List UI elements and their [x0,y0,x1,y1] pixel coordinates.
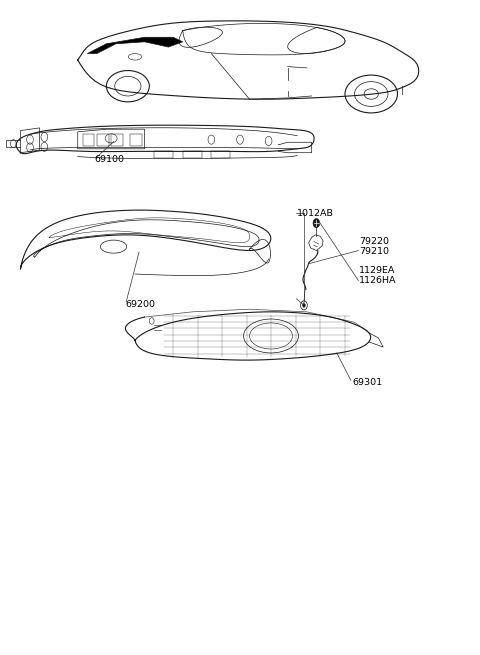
Text: 79220: 79220 [360,237,389,246]
Polygon shape [87,37,183,54]
Text: 1129EA: 1129EA [360,266,396,275]
Circle shape [302,303,305,307]
Text: 1126HA: 1126HA [360,276,397,285]
Text: 69301: 69301 [352,379,382,388]
Text: 69200: 69200 [125,300,156,309]
Text: 1012AB: 1012AB [297,209,334,218]
Text: 79210: 79210 [360,247,389,255]
Text: 69100: 69100 [95,155,124,164]
Circle shape [313,219,320,228]
